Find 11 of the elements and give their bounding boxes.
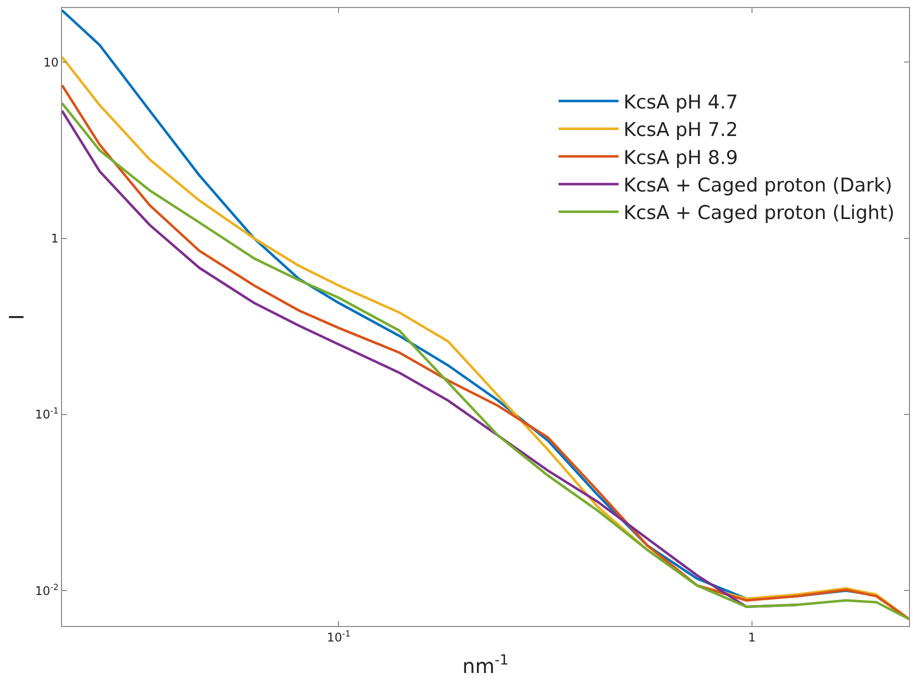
legend-label: KcsA pH 7.2: [624, 119, 738, 142]
x-axis-title: nm$^{-1}$: [462, 652, 509, 678]
legend-label: KcsA + Caged proton (Dark): [624, 174, 892, 197]
legend-label: KcsA pH 4.7: [624, 91, 738, 114]
legend-label: KcsA + Caged proton (Light): [624, 202, 895, 224]
legend-label: KcsA pH 8.9: [624, 146, 738, 169]
y-tick-label: 10$^{-1}$: [34, 406, 59, 422]
y-tick-label: 10$^{-2}$: [34, 582, 59, 598]
y-tick-label: 1: [50, 232, 59, 246]
y-axis-title: I: [4, 314, 28, 320]
y-tick-label: 10: [43, 55, 59, 70]
